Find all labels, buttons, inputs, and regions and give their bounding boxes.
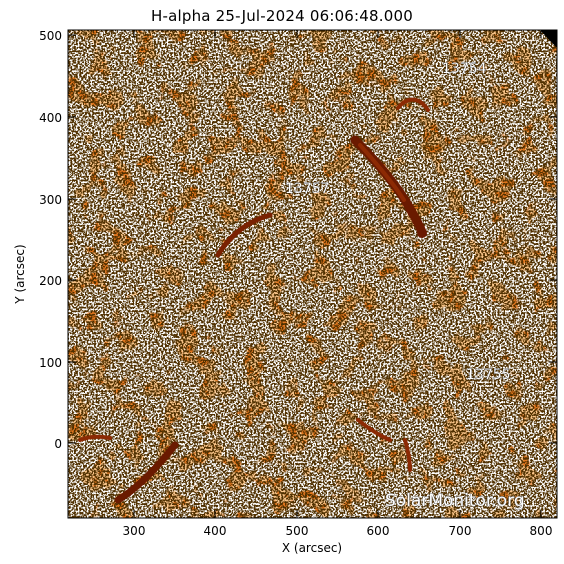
y-axis: 500 400 300 200 100 0 Y (arcsec) — [13, 29, 557, 451]
region-label-13757: 13757 — [285, 181, 330, 197]
region-label-13754: 13754 — [442, 61, 487, 77]
y-axis-title: Y (arcsec) — [13, 244, 27, 304]
x-tick-label: 800 — [530, 524, 553, 538]
y-tick-label: 100 — [39, 356, 62, 370]
x-tick-label: 600 — [367, 524, 390, 538]
solarmonitor-watermark: SolarMonitor.org — [385, 491, 525, 511]
filament-footpoint — [417, 228, 427, 238]
y-tick-label: 0 — [54, 437, 62, 451]
y-tick-label: 300 — [39, 193, 62, 207]
y-tick-label: 500 — [39, 29, 62, 43]
x-tick-label: 400 — [204, 524, 227, 538]
filament-large-core — [358, 143, 406, 202]
filament-small-center — [356, 418, 392, 442]
plot-frame — [67, 29, 558, 519]
x-axis-title: X (arcsec) — [282, 541, 342, 555]
region-label-13755: 13755 — [466, 367, 511, 383]
filament-mid — [215, 212, 273, 258]
filament-edge-left — [78, 434, 112, 442]
image-title: H-alpha 25-Jul-2024 06:06:48.000 — [151, 7, 413, 25]
filament-small-top — [396, 97, 430, 112]
y-tick-label: 200 — [39, 274, 62, 288]
dark-speckle-noise — [68, 30, 557, 518]
y-tick-label: 400 — [39, 111, 62, 125]
x-tick-label: 700 — [449, 524, 472, 538]
x-tick-label: 300 — [123, 524, 146, 538]
filament-lower-left — [114, 441, 179, 504]
x-tick-label: 500 — [286, 524, 309, 538]
filament-small-lower — [403, 438, 412, 472]
x-axis: 300 400 500 600 700 800 X (arcsec) — [123, 30, 553, 555]
solar-image-area: 13754 13757 13755 SolarMonitor.org — [68, 30, 557, 518]
